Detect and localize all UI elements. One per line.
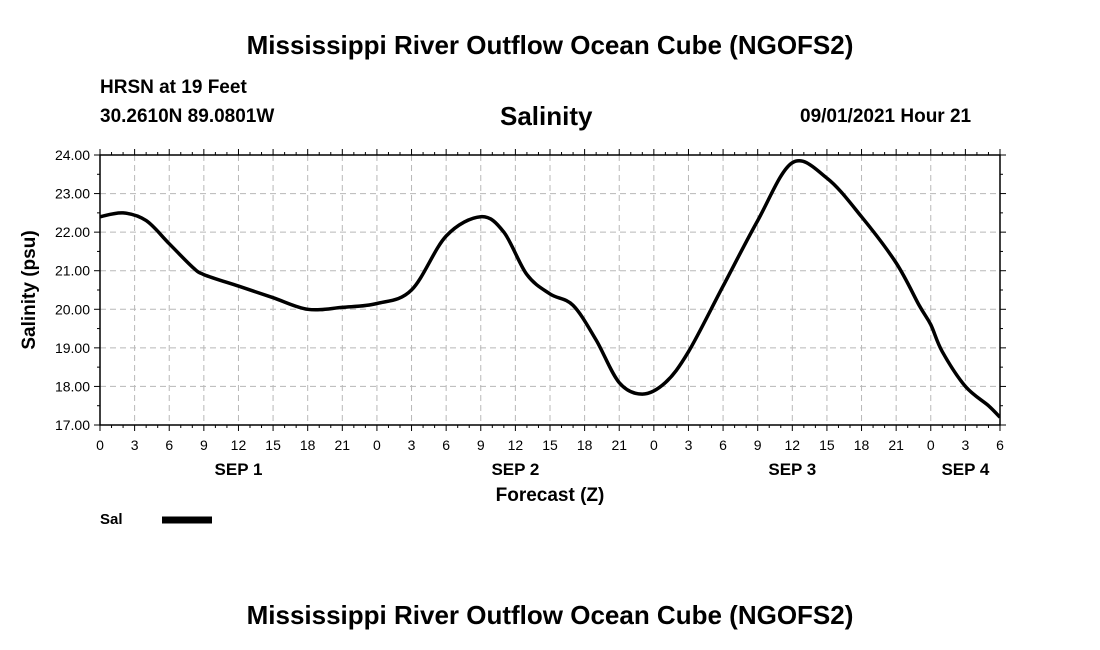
x-tick-label: 18: [854, 437, 870, 453]
x-day-label: SEP 1: [215, 460, 263, 479]
x-tick-label: 21: [888, 437, 904, 453]
x-tick-label: 18: [577, 437, 593, 453]
x-tick-label: 12: [508, 437, 524, 453]
y-tick-label: 17.00: [55, 417, 90, 433]
chart-subtitle: Salinity: [500, 101, 593, 131]
y-tick-label: 19.00: [55, 340, 90, 356]
y-tick-label: 18.00: [55, 378, 90, 394]
chart-series: [100, 159, 1000, 419]
x-tick-label: 3: [408, 437, 416, 453]
x-tick-label: 12: [785, 437, 801, 453]
y-tick-label: 20.00: [55, 301, 90, 317]
y-tick-label: 21.00: [55, 263, 90, 279]
chart-labels: 17.00 18.00 19.00 20.00 21.00 22.00 23.00 24.00…: [19, 147, 1004, 528]
y-tick-label: 24.00: [55, 147, 90, 163]
chart-axes: [94, 149, 1006, 431]
chart-title-top: Mississippi River Outflow Ocean Cube (NG…: [246, 30, 854, 60]
x-tick-label: 9: [754, 437, 762, 453]
x-tick-label: 21: [335, 437, 351, 453]
x-tick-label: 15: [819, 437, 835, 453]
x-tick-label: 3: [131, 437, 139, 453]
x-tick-label: 3: [961, 437, 969, 453]
x-tick-label: 6: [442, 437, 450, 453]
legend-label: Sal: [100, 511, 123, 528]
series-line-sal: [100, 159, 1000, 419]
x-tick-label: 15: [542, 437, 558, 453]
x-tick-label: 3: [685, 437, 693, 453]
chart-title-bottom: Mississippi River Outflow Ocean Cube (NG…: [246, 600, 854, 630]
y-tick-label: 23.00: [55, 186, 90, 202]
salinity-chart: 17.00 18.00 19.00 20.00 21.00 22.00 23.00 24.00…: [19, 147, 1006, 528]
forecast-datetime: 09/01/2021 Hour 21: [800, 106, 972, 127]
x-tick-label: 0: [373, 437, 381, 453]
x-tick-label: 15: [265, 437, 281, 453]
station-label: HRSN at 19 Feet: [100, 77, 247, 98]
x-tick-label: 6: [719, 437, 727, 453]
x-tick-label: 18: [300, 437, 316, 453]
x-axis-label: Forecast (Z): [496, 485, 605, 506]
x-day-label: SEP 2: [491, 460, 539, 479]
x-tick-label: 0: [96, 437, 104, 453]
x-tick-label: 6: [996, 437, 1004, 453]
chart-grid: [100, 155, 1000, 425]
y-axis-label: Salinity (psu): [19, 230, 40, 349]
x-tick-label: 9: [200, 437, 208, 453]
x-tick-label: 12: [231, 437, 247, 453]
x-tick-label: 6: [165, 437, 173, 453]
x-tick-label: 9: [477, 437, 485, 453]
x-day-label: SEP 3: [768, 460, 816, 479]
x-tick-label: 21: [611, 437, 627, 453]
y-tick-label: 22.00: [55, 224, 90, 240]
x-day-label: SEP 4: [941, 460, 989, 479]
x-tick-label: 0: [650, 437, 658, 453]
x-tick-label: 0: [927, 437, 935, 453]
coordinates-label: 30.2610N 89.0801W: [100, 106, 275, 127]
plot-frame: [99, 154, 1001, 426]
